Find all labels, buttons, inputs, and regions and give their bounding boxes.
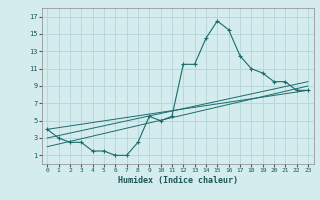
X-axis label: Humidex (Indice chaleur): Humidex (Indice chaleur) — [118, 176, 237, 185]
